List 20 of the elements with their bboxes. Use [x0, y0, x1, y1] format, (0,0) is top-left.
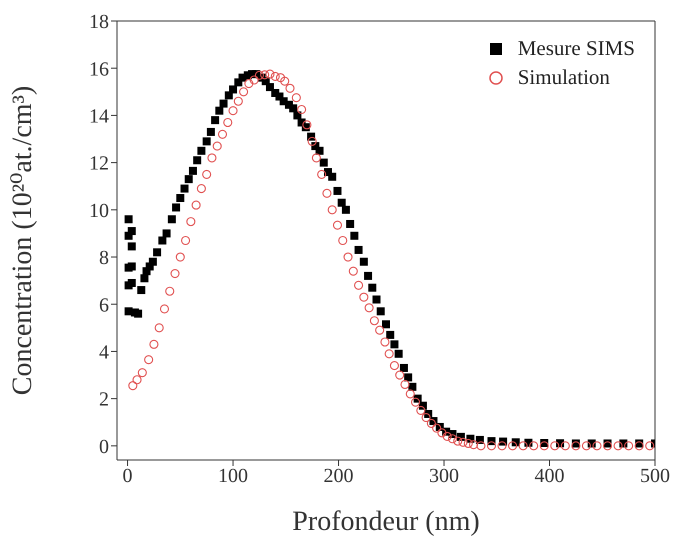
y-axis-title: Concentration (10²⁰at./cm³): [6, 86, 38, 396]
legend-label: Mesure SIMS: [518, 36, 635, 61]
y-tick-label: 18: [89, 11, 109, 34]
x-tick-label: 300: [429, 465, 460, 488]
y-tick-label: 16: [89, 58, 109, 80]
y-tick-label: 10: [89, 200, 109, 222]
x-tick-label: 0: [122, 465, 133, 488]
y-tick-label: 4: [99, 342, 109, 364]
x-axis-title: Profondeur (nm): [292, 506, 480, 537]
x-tick-label: 500: [640, 465, 670, 488]
x-tick-label: 200: [324, 465, 354, 488]
x-tick-label: 100: [218, 465, 248, 488]
y-tick-label: 12: [89, 152, 109, 175]
y-tick-label: 0: [99, 436, 109, 458]
x-tick-label: 400: [534, 465, 565, 488]
y-tick-label: 6: [99, 294, 109, 316]
legend-label: Simulation: [518, 65, 610, 90]
y-tick-label: 14: [89, 106, 109, 128]
y-tick-label: 2: [99, 388, 109, 411]
y-tick-label: 8: [99, 247, 109, 270]
